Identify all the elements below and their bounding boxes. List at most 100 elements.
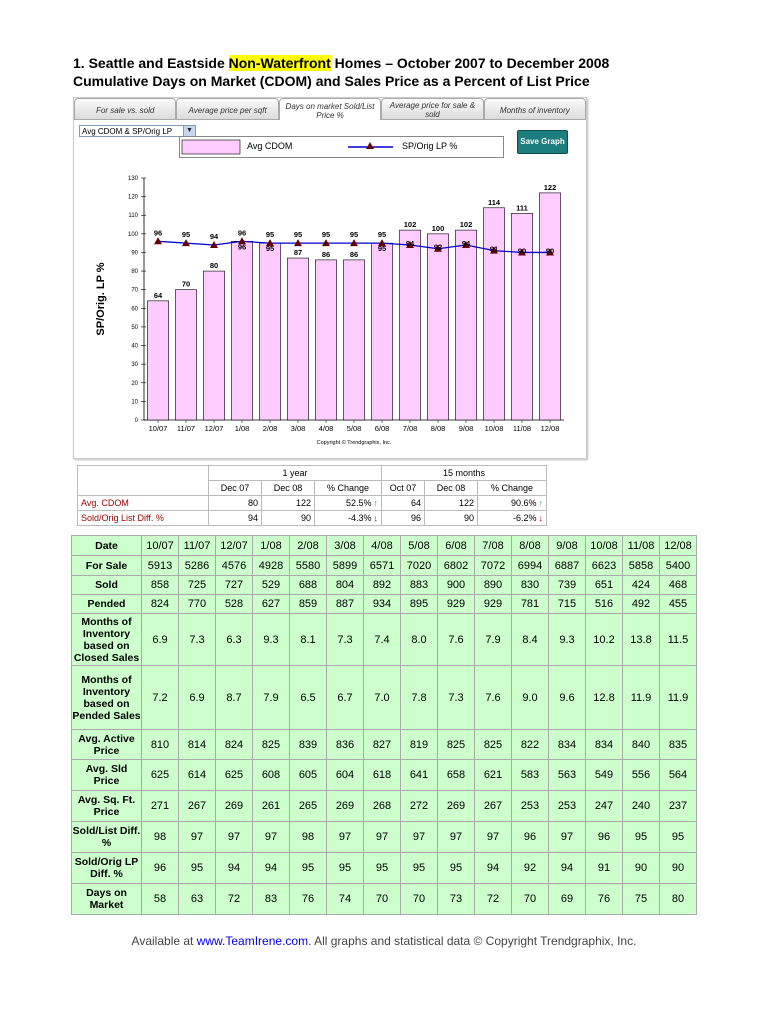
x-tick-label: 4/08: [319, 424, 334, 433]
bar-2: [203, 270, 225, 421]
stats-cell: 70: [363, 883, 401, 915]
stats-cell: 6.5: [289, 665, 327, 730]
stats-cell: 725: [178, 575, 216, 595]
bar-14: [539, 192, 561, 421]
stats-cell: 883: [400, 575, 438, 595]
summary-cell: 122: [424, 495, 478, 511]
stats-cell: 95: [437, 852, 475, 884]
y-tick-label: 50: [131, 325, 138, 331]
summary-corner: [77, 480, 209, 496]
bar-3: [231, 240, 253, 421]
stats-cell: 5400: [659, 555, 697, 576]
stats-cell: 90: [622, 852, 660, 884]
stats-cell: 834: [585, 729, 623, 760]
chart-panel: For sale vs. sold Average price per sqft D…: [73, 97, 587, 459]
stats-cell: 11.5: [659, 613, 697, 666]
summary-value: -4.3%: [347, 513, 372, 523]
line-value-label-1: 95: [182, 230, 190, 239]
legend-marker-icon: [366, 142, 374, 149]
stats-cell: 8.0: [400, 613, 438, 666]
save-graph-button[interactable]: Save Graph: [517, 130, 568, 154]
stats-cell: 95: [622, 821, 660, 853]
stats-cell: 74: [326, 883, 364, 915]
chart-type-select[interactable]: Avg CDOM & SP/Orig LP ▼: [79, 125, 196, 137]
line-marker-10: [434, 244, 442, 252]
stats-cell: 6571: [363, 555, 401, 576]
chart-tabs: For sale vs. sold Average price per sqft D…: [74, 98, 587, 120]
bar-value-label-2: 80: [210, 261, 218, 270]
line-value-label-11: 94: [462, 239, 471, 248]
bar-13: [511, 213, 533, 421]
stats-cell: 9.3: [548, 613, 586, 666]
stats-cell: 11.9: [659, 665, 697, 730]
summary-cell: 90.6% ↑: [477, 495, 547, 511]
line-value-label-3: 96: [238, 228, 246, 237]
bar-value-label-5: 87: [294, 248, 302, 257]
stats-cell: 12.8: [585, 665, 623, 730]
stats-cell: 892: [363, 575, 401, 595]
stats-cell: 7.0: [363, 665, 401, 730]
x-tick-label: 12/08: [541, 424, 560, 433]
stats-cell: 7.8: [400, 665, 438, 730]
stats-cell: 621: [474, 759, 512, 791]
bar-0: [147, 300, 169, 421]
y-tick-label: 130: [128, 176, 139, 182]
summary-value: 96: [410, 513, 421, 523]
y-tick-label: 80: [131, 269, 138, 275]
bar-value-label-4: 95: [266, 244, 274, 253]
x-tick-label: 9/08: [459, 424, 474, 433]
stats-cell: 10.2: [585, 613, 623, 666]
stats-month-header: 9/08: [548, 535, 586, 556]
stats-cell: 5286: [178, 555, 216, 576]
footer-link[interactable]: www.TeamIrene.com: [196, 934, 309, 948]
stats-cell: 739: [548, 575, 586, 595]
stats-cell: 96: [141, 852, 179, 884]
stats-cell: 5858: [622, 555, 660, 576]
stats-header-label: Date: [71, 535, 142, 556]
footer-post: . All graphs and statistical data © Copy…: [308, 934, 637, 948]
stats-cell: 7.2: [141, 665, 179, 730]
stats-month-header: 10/08: [585, 535, 623, 556]
stats-cell: 7.3: [437, 665, 475, 730]
bar-11: [455, 229, 477, 421]
stats-cell: 814: [178, 729, 216, 760]
stats-cell: 824: [141, 594, 179, 614]
tab-4[interactable]: Months of inventory: [483, 98, 587, 120]
bar-value-label-0: 64: [154, 291, 163, 300]
bar-1: [175, 289, 197, 421]
summary-header: Oct 07: [381, 480, 425, 496]
stats-cell: 840: [622, 729, 660, 760]
legend-bar-swatch: [181, 139, 241, 155]
x-tick-label: 2/08: [263, 424, 278, 433]
group-15months: 15 months: [381, 465, 547, 481]
bar-value-label-1: 70: [182, 280, 190, 289]
line-marker-0: [154, 237, 162, 245]
tab-3[interactable]: Average price for sale & sold: [381, 98, 484, 120]
stats-row-label: Months of Inventory based on Pended Sale…: [71, 665, 142, 730]
y-tick-label: 90: [131, 250, 138, 256]
stats-cell: 95: [178, 852, 216, 884]
bar-value-label-8: 95: [378, 244, 386, 253]
line-value-label-5: 95: [294, 230, 302, 239]
stats-cell: 72: [215, 883, 253, 915]
stats-cell: 5913: [141, 555, 179, 576]
stats-cell: 5580: [289, 555, 327, 576]
bar-8: [371, 242, 393, 421]
title-highlight: Non-Waterfront: [228, 55, 331, 71]
arrow-down-icon: ↓: [373, 513, 379, 523]
line-value-label-9: 94: [406, 239, 415, 248]
bar-9: [399, 229, 421, 421]
stats-cell: 94: [215, 852, 253, 884]
chevron-down-icon[interactable]: ▼: [183, 126, 195, 136]
tab-0[interactable]: For sale vs. sold: [74, 98, 177, 120]
tab-1[interactable]: Average price per sqft: [176, 98, 279, 120]
stats-cell: 267: [178, 790, 216, 822]
footer-pre: Available at: [131, 934, 197, 948]
bar-value-label-7: 86: [350, 250, 358, 259]
tab-2[interactable]: Days on market Sold/List Price %: [278, 98, 382, 120]
stats-cell: 98: [141, 821, 179, 853]
stats-cell: 97: [252, 821, 290, 853]
footer: Available at www.TeamIrene.com. All grap…: [0, 934, 768, 948]
stats-month-header: 11/08: [622, 535, 660, 556]
line-marker-3: [238, 237, 246, 245]
